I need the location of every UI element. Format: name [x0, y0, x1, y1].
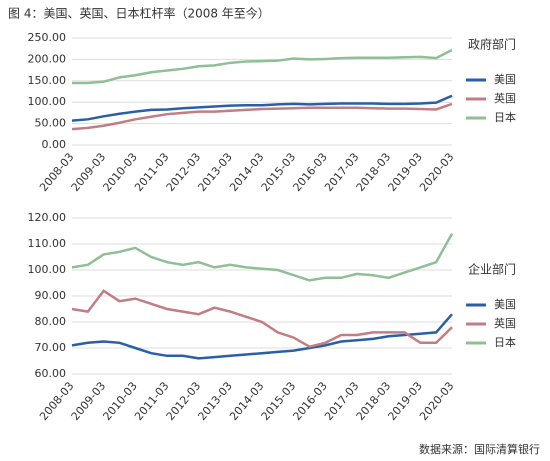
y-tick-label: 120.00: [28, 211, 67, 224]
y-tick-label: 70.00: [35, 341, 67, 354]
legend-label: 日本: [494, 335, 516, 349]
y-tick-label: 150.00: [28, 74, 67, 87]
y-tick-label: 100.00: [28, 95, 67, 108]
legend-label: 日本: [494, 110, 516, 124]
y-tick-label: 250.00: [28, 31, 67, 44]
x-tick-label: 2020-03: [417, 380, 457, 424]
y-tick-label: 50.00: [35, 117, 67, 130]
panel-title: 企业部门: [468, 262, 516, 277]
line: [71, 102, 453, 131]
y-tick-label: 90.00: [35, 289, 67, 302]
line: [71, 289, 453, 349]
y-tick-label: 200.00: [28, 52, 67, 65]
x-tick-label: 2020-03: [417, 151, 457, 195]
line: [71, 313, 453, 360]
legend-label: 英国: [494, 316, 516, 330]
y-tick-label: 60.00: [35, 367, 67, 380]
line: [71, 232, 454, 282]
panel-title: 政府部门: [468, 37, 516, 52]
page-title: 图 4：美国、英国、日本杠杆率（2008 年至今）: [8, 6, 270, 21]
source: 数据来源：国际清算银行: [419, 442, 540, 456]
legend-label: 美国: [494, 298, 516, 311]
legend-label: 美国: [494, 73, 516, 86]
y-tick-label: 0.00: [42, 138, 67, 151]
line: [72, 48, 453, 85]
y-tick-label: 100.00: [28, 263, 67, 276]
y-tick-label: 110.00: [28, 237, 67, 250]
line: [71, 94, 453, 122]
legend-label: 英国: [494, 91, 516, 105]
y-tick-label: 80.00: [35, 315, 67, 328]
